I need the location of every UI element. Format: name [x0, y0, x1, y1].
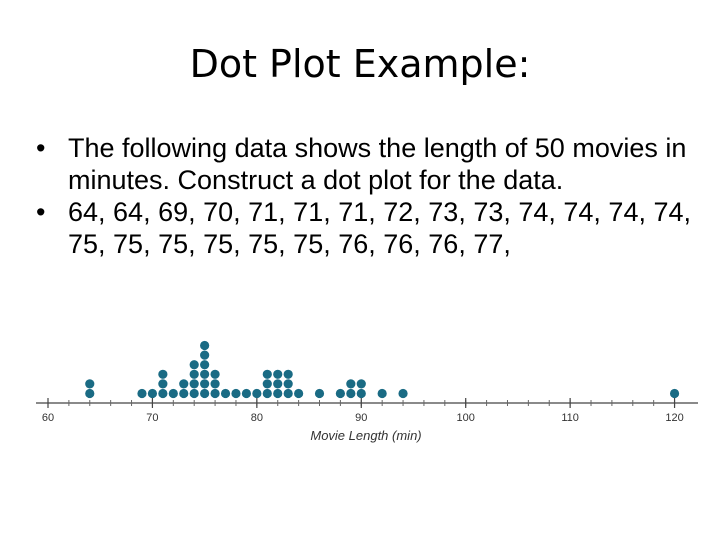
data-dot	[210, 388, 220, 399]
data-dot	[210, 379, 220, 389]
data-dot	[137, 388, 147, 399]
dots-layer	[85, 340, 680, 399]
data-dot	[262, 388, 272, 399]
data-dot	[252, 388, 262, 399]
bullet-item-description: • The following data shows the length of…	[36, 132, 720, 196]
data-dot	[262, 379, 272, 389]
data-dot	[189, 388, 199, 399]
data-dot	[158, 379, 168, 389]
data-dot	[158, 388, 168, 399]
data-dot	[262, 369, 272, 379]
data-dot	[147, 388, 158, 399]
slide-title: Dot Plot Example:	[189, 42, 531, 86]
data-dot	[200, 350, 210, 360]
x-tick-label: 70	[146, 412, 158, 424]
bullet-marker: •	[36, 133, 46, 163]
data-dot	[200, 340, 210, 351]
data-dot	[294, 388, 304, 399]
data-dot	[283, 369, 293, 379]
data-dot	[168, 388, 178, 399]
data-dot	[669, 388, 680, 399]
x-tick-label: 90	[355, 412, 367, 424]
data-dot	[189, 369, 199, 379]
data-dot	[273, 388, 283, 399]
bullet-marker: •	[36, 197, 46, 227]
bullet-item-data-values: • 64, 64, 69, 70, 71, 71, 71, 72, 73, 73…	[36, 196, 720, 260]
data-dot	[335, 388, 345, 399]
data-dot	[189, 379, 199, 389]
data-dot	[85, 379, 95, 389]
data-dot	[273, 379, 283, 389]
x-tick-label: 120	[665, 412, 683, 424]
data-dot	[346, 388, 356, 399]
data-dot	[231, 388, 241, 399]
bullet-text-data-values: 64, 64, 69, 70, 71, 71, 71, 72, 73, 73, …	[68, 197, 691, 259]
bullet-text-description: The following data shows the length of 5…	[68, 133, 687, 195]
dot-plot-chart: 60 70 80 90 100 110 120 Movie Length (min)	[0, 320, 720, 450]
data-dot	[210, 369, 220, 379]
data-dot	[283, 379, 293, 389]
data-dot	[179, 379, 189, 389]
bullet-list: • The following data shows the length of…	[36, 132, 720, 260]
x-axis: 60 70 80 90 100 110 120	[36, 398, 698, 424]
data-dot	[377, 388, 387, 399]
data-dot	[179, 388, 189, 399]
data-dot	[283, 388, 293, 399]
data-dot	[200, 379, 210, 389]
data-dot	[356, 379, 366, 389]
x-axis-label: Movie Length (min)	[310, 428, 421, 443]
data-dot	[200, 360, 210, 370]
x-tick-label: 80	[251, 412, 263, 424]
data-dot	[356, 388, 366, 399]
data-dot	[85, 388, 95, 399]
data-dot	[200, 369, 210, 379]
data-dot	[158, 369, 168, 379]
data-dot	[220, 388, 231, 399]
data-dot	[346, 379, 356, 389]
data-dot	[241, 388, 252, 399]
data-dot	[200, 388, 210, 399]
data-dot	[398, 388, 408, 399]
x-tick-label: 60	[42, 412, 54, 424]
x-tick-label: 100	[457, 412, 475, 424]
dot-plot-svg: 60 70 80 90 100 110 120 Movie Length (min)	[36, 340, 698, 443]
x-tick-label: 110	[561, 412, 579, 424]
data-dot	[273, 369, 283, 379]
data-dot	[314, 388, 325, 399]
data-dot	[189, 360, 199, 370]
